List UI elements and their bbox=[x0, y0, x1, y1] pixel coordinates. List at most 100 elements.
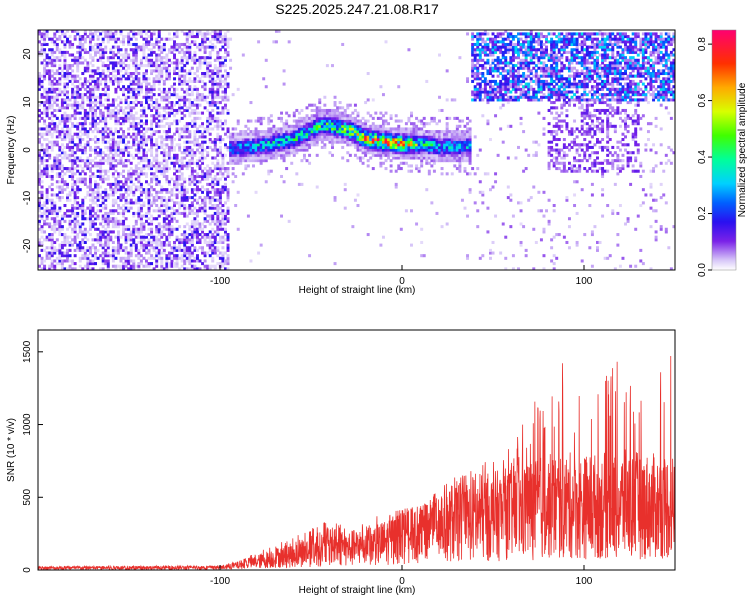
spectrogram-cell bbox=[392, 132, 396, 136]
spectrogram-cell bbox=[94, 119, 98, 123]
spectrogram-cell bbox=[387, 148, 391, 152]
spectrogram-cell bbox=[267, 169, 271, 173]
spectrogram-cell bbox=[58, 219, 62, 223]
spectrogram-cell bbox=[101, 254, 105, 258]
spectrogram-cell bbox=[195, 58, 199, 62]
spectrogram-cell bbox=[104, 140, 108, 144]
spectrogram-cell bbox=[213, 124, 217, 128]
spectrogram-cell bbox=[94, 246, 98, 250]
spectrogram-cell bbox=[369, 143, 373, 147]
spectrogram-cell bbox=[63, 64, 67, 68]
spectrogram-cell bbox=[145, 127, 148, 131]
spectrogram-cell bbox=[425, 130, 429, 134]
spectrogram-cell bbox=[150, 151, 154, 155]
spectrogram-cell bbox=[175, 87, 179, 91]
spectrogram-cell bbox=[239, 143, 243, 147]
spectrogram-cell bbox=[239, 138, 243, 142]
spectrogram-cell bbox=[139, 243, 143, 247]
spectrogram-cell bbox=[68, 64, 72, 68]
spectrogram-cell bbox=[50, 227, 54, 231]
spectrogram-cell bbox=[371, 143, 375, 147]
spectrogram-cell bbox=[129, 172, 133, 176]
spectrogram-cell bbox=[402, 135, 406, 139]
spectrogram-cell bbox=[48, 264, 52, 268]
spectrogram-cell bbox=[178, 211, 182, 215]
spectrogram-cell bbox=[415, 164, 419, 168]
spectrogram-cell bbox=[410, 130, 413, 134]
spectrogram-cell bbox=[134, 230, 138, 234]
spectrogram-cell bbox=[43, 148, 47, 152]
spectrogram-cell bbox=[249, 143, 253, 147]
spectrogram-cell bbox=[397, 135, 401, 139]
spectrogram-cell bbox=[60, 180, 64, 184]
spectrogram-cell bbox=[104, 30, 108, 33]
spectrogram-cell bbox=[147, 264, 151, 268]
spectrogram-cell bbox=[88, 233, 92, 237]
spectrogram-cell bbox=[180, 130, 184, 134]
spectrogram-cell bbox=[99, 56, 103, 60]
spectrogram-cell bbox=[43, 201, 47, 205]
spectrogram-cell bbox=[272, 140, 276, 144]
spectrogram-cell bbox=[371, 116, 375, 120]
spectrogram-cell bbox=[287, 143, 291, 147]
spectrogram-cell bbox=[341, 124, 345, 128]
spectrogram-cell bbox=[139, 230, 143, 234]
spectrogram-cell bbox=[323, 116, 327, 120]
spectrogram-cell bbox=[63, 204, 67, 208]
spectrogram-cell bbox=[216, 132, 220, 136]
spectrogram-cell bbox=[66, 267, 69, 270]
spectrogram-cell bbox=[315, 111, 319, 115]
spectrogram-cell bbox=[216, 124, 220, 128]
spectrogram-cell bbox=[76, 243, 80, 247]
spectrogram-cell bbox=[302, 135, 306, 139]
spectrogram-cell bbox=[101, 156, 105, 160]
spectrogram-cell bbox=[63, 40, 67, 44]
spectrogram-cell bbox=[180, 159, 184, 163]
spectrogram-cell bbox=[94, 254, 98, 258]
spectrogram-cell bbox=[78, 259, 82, 263]
spectrogram-cell bbox=[96, 116, 100, 120]
spectrogram-cell bbox=[167, 206, 171, 210]
spectrogram-cell bbox=[402, 151, 406, 155]
spectrogram-cell bbox=[188, 259, 192, 263]
spectrogram-cell bbox=[208, 264, 212, 268]
spectrogram-cell bbox=[114, 61, 118, 65]
spectrogram-cell bbox=[188, 132, 192, 136]
spectrogram-cell bbox=[129, 135, 133, 139]
spectrogram-cell bbox=[216, 69, 220, 73]
spectrogram-cell bbox=[175, 177, 179, 181]
spectrogram-cell bbox=[183, 180, 187, 184]
spectrogram-cell bbox=[137, 185, 141, 189]
spectrogram-cell bbox=[188, 93, 192, 97]
spectrogram-cell bbox=[188, 101, 192, 105]
spectrogram-cell bbox=[190, 119, 194, 123]
spectrogram-cell bbox=[116, 135, 120, 139]
spectrogram-cell bbox=[86, 143, 90, 147]
spectrogram-cell bbox=[343, 132, 347, 136]
spectrogram-cell bbox=[86, 95, 90, 99]
spectrogram-cell bbox=[122, 211, 126, 215]
spectrogram-cell bbox=[348, 143, 352, 147]
spectrogram-cell bbox=[145, 79, 148, 83]
spectrogram-cell bbox=[111, 204, 115, 208]
spectrogram-cell bbox=[175, 238, 179, 242]
spectrogram-cell bbox=[81, 124, 85, 128]
spectrogram-cell bbox=[407, 138, 411, 142]
spectrogram-cell bbox=[48, 82, 52, 86]
spectrogram-cell bbox=[226, 206, 230, 210]
spectrogram-cell bbox=[150, 256, 154, 260]
spectrogram-cell bbox=[155, 114, 159, 118]
spectrogram-cell bbox=[99, 53, 103, 57]
spectrogram-cell bbox=[376, 132, 380, 136]
spectrogram-cell bbox=[201, 198, 205, 202]
spectrogram-cell bbox=[71, 153, 75, 157]
spectrogram-cell bbox=[73, 211, 77, 215]
spectrogram-cell bbox=[150, 98, 154, 102]
spectrogram-cell bbox=[244, 151, 248, 155]
spectrogram-cell bbox=[272, 127, 276, 131]
spectrogram-cell bbox=[231, 93, 235, 97]
spectrogram-cell bbox=[124, 56, 128, 60]
spectrogram-cell bbox=[305, 132, 309, 136]
spectrogram-cell bbox=[185, 48, 189, 52]
spectrogram-cell bbox=[226, 42, 230, 46]
